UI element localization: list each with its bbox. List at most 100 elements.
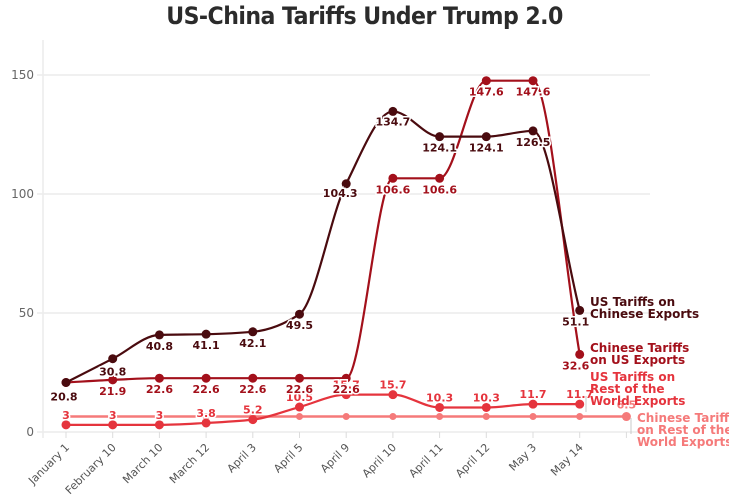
chart-title: US-China Tariffs Under Trump 2.0 xyxy=(166,2,563,30)
data-label: 106.6 xyxy=(422,183,457,196)
data-point xyxy=(388,106,398,116)
data-label: 3.8 xyxy=(196,407,216,420)
data-label: 126.5 xyxy=(516,136,551,149)
data-label: 15.7 xyxy=(379,379,406,392)
series-end-label-line: World Exports xyxy=(637,435,729,449)
data-point xyxy=(108,354,118,364)
data-label: 22.6 xyxy=(239,383,266,396)
series-line-1 xyxy=(64,393,581,426)
series-line-2 xyxy=(64,79,581,384)
data-label: 21.9 xyxy=(99,385,126,398)
data-point xyxy=(481,132,491,142)
data-point xyxy=(341,373,351,383)
data-point xyxy=(481,402,491,412)
data-label: 22.6 xyxy=(146,383,173,396)
series-layer xyxy=(61,76,631,430)
data-label: 10.5 xyxy=(286,391,313,404)
data-point xyxy=(61,420,71,430)
data-point xyxy=(528,76,538,86)
x-tick-label: May 14 xyxy=(548,441,586,479)
data-point xyxy=(296,413,303,421)
data-point xyxy=(201,329,211,339)
data-label-layer: 6.53 3 3 3.8 5.210.515.7 15.710.3 10.3 11.7 11.7… xyxy=(49,84,638,423)
series-end-label-line: Chinese Tariffs xyxy=(637,411,729,425)
data-point xyxy=(621,412,631,422)
data-point xyxy=(61,377,71,387)
data-point xyxy=(388,173,398,183)
data-point xyxy=(575,399,585,409)
data-point xyxy=(575,349,585,359)
x-tick-label: March 12 xyxy=(167,441,212,486)
data-label: 3 xyxy=(109,409,117,422)
series-end-label-line: US Tariffs on xyxy=(590,370,675,384)
data-point xyxy=(342,413,350,421)
data-point xyxy=(201,373,211,383)
data-label: 51.1 xyxy=(562,315,589,328)
data-label: 10.3 xyxy=(426,391,453,404)
data-point xyxy=(154,330,164,340)
series-end-label-line: on US Exports xyxy=(590,353,685,367)
data-label: 41.1 xyxy=(193,339,220,352)
data-label: 3 xyxy=(156,409,164,422)
x-tick-label: April 10 xyxy=(360,441,399,480)
data-label: 124.1 xyxy=(422,142,457,155)
x-tick-label: April 5 xyxy=(271,441,305,475)
data-point xyxy=(248,415,258,425)
x-tick-label: April 12 xyxy=(453,441,492,480)
x-tick-label: April 3 xyxy=(225,441,259,475)
series-end-label-line: Chinese Tariffs xyxy=(590,341,689,355)
y-tick-label: 100 xyxy=(11,187,34,201)
data-label: 42.1 xyxy=(239,337,266,350)
data-point xyxy=(529,413,537,421)
data-label: 22.6 xyxy=(193,383,220,396)
data-label: 49.5 xyxy=(286,319,313,332)
data-point xyxy=(341,179,351,189)
data-point xyxy=(389,413,397,421)
x-tick-label: April 9 xyxy=(318,441,352,475)
data-point xyxy=(341,390,351,400)
data-label: 22.6 xyxy=(286,383,313,396)
x-tick-label: January 1 xyxy=(25,441,72,488)
series-end-label-line: Chinese Exports xyxy=(590,307,699,321)
data-label: 10.3 xyxy=(473,391,500,404)
data-point xyxy=(248,327,258,337)
data-label: 147.6 xyxy=(516,86,551,99)
data-point xyxy=(154,373,164,383)
data-point xyxy=(295,309,304,319)
data-label: 22.6 xyxy=(333,383,360,396)
y-tick-label: 50 xyxy=(19,306,34,320)
series-end-label-line: Rest of the xyxy=(590,382,665,396)
data-label: 40.8 xyxy=(146,340,173,353)
data-point xyxy=(435,173,445,183)
data-point xyxy=(202,413,210,421)
data-point xyxy=(576,413,584,421)
data-label: 124.1 xyxy=(469,142,504,155)
data-label: 30.8 xyxy=(99,366,126,379)
data-point xyxy=(482,413,490,421)
series-end-label-line: US Tariffs on xyxy=(590,295,675,309)
data-point xyxy=(435,132,445,142)
data-label: 3 xyxy=(62,409,70,422)
data-label: 20.8 xyxy=(50,390,77,403)
data-point xyxy=(435,402,445,412)
data-point xyxy=(528,399,538,409)
data-point xyxy=(155,413,163,421)
data-point xyxy=(201,418,211,428)
series-end-label-line: on Rest of the xyxy=(637,423,729,437)
x-tick-label: April 11 xyxy=(406,441,445,480)
data-label: 15.7 xyxy=(333,379,360,392)
y-tick-label: 0 xyxy=(26,425,34,439)
data-point xyxy=(528,126,538,136)
data-point xyxy=(154,420,164,430)
data-point xyxy=(62,413,70,421)
data-label: 11.7 xyxy=(519,388,546,401)
data-point xyxy=(575,305,585,315)
series-end-label-line: World Exports xyxy=(590,394,685,408)
data-point xyxy=(108,420,118,430)
